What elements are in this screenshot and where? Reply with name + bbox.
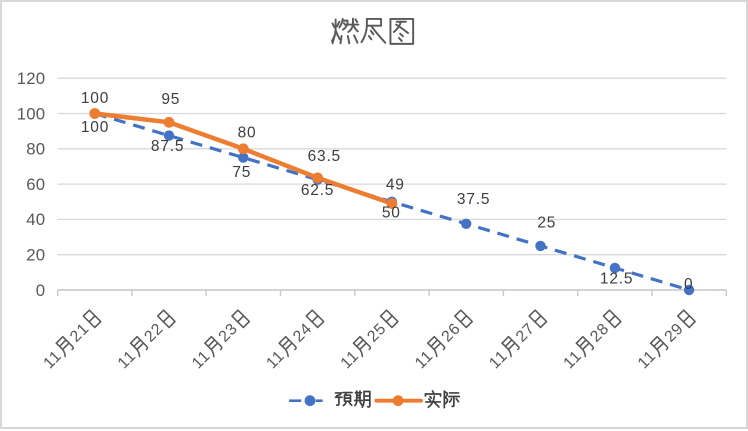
svg-text:20: 20 (26, 246, 45, 265)
svg-text:60: 60 (26, 175, 45, 194)
svg-text:11: 11 (486, 348, 511, 373)
svg-text:11: 11 (561, 348, 586, 373)
svg-text:11: 11 (41, 348, 66, 373)
svg-text:63.5: 63.5 (308, 148, 341, 165)
svg-text:95: 95 (161, 91, 180, 108)
svg-text:100: 100 (81, 119, 109, 136)
svg-text:25: 25 (364, 320, 390, 346)
svg-text:27: 27 (513, 320, 539, 346)
svg-text:49: 49 (386, 177, 405, 194)
svg-text:12.5: 12.5 (600, 270, 633, 287)
svg-text:62.5: 62.5 (301, 182, 334, 199)
svg-text:22: 22 (141, 320, 167, 346)
svg-text:0: 0 (36, 281, 46, 300)
svg-text:87.5: 87.5 (151, 138, 184, 155)
svg-text:11: 11 (115, 348, 140, 373)
svg-text:11: 11 (635, 348, 660, 373)
svg-text:40: 40 (26, 210, 45, 229)
svg-text:29: 29 (662, 320, 688, 346)
svg-text:37.5: 37.5 (457, 191, 490, 208)
svg-text:21: 21 (67, 320, 93, 346)
svg-text:0: 0 (684, 276, 693, 293)
svg-text:23: 23 (216, 320, 242, 346)
svg-text:11: 11 (263, 348, 288, 373)
svg-text:24: 24 (290, 320, 316, 346)
svg-text:75: 75 (232, 164, 251, 181)
svg-text:80: 80 (26, 140, 45, 159)
svg-text:25: 25 (537, 215, 556, 232)
svg-text:11: 11 (412, 348, 437, 373)
svg-text:28: 28 (587, 320, 613, 346)
svg-text:26: 26 (439, 320, 465, 346)
svg-text:11: 11 (189, 348, 214, 373)
svg-text:120: 120 (17, 69, 46, 88)
svg-text:11: 11 (338, 348, 363, 373)
svg-text:100: 100 (81, 90, 109, 107)
svg-text:80: 80 (238, 124, 257, 141)
svg-text:50: 50 (382, 204, 401, 221)
svg-text:100: 100 (17, 104, 46, 123)
